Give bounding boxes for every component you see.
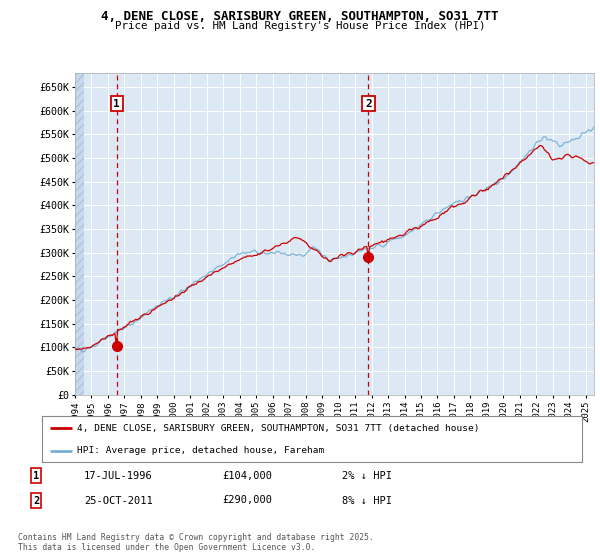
Text: Price paid vs. HM Land Registry's House Price Index (HPI): Price paid vs. HM Land Registry's House … <box>115 21 485 31</box>
Text: 4, DENE CLOSE, SARISBURY GREEN, SOUTHAMPTON, SO31 7TT: 4, DENE CLOSE, SARISBURY GREEN, SOUTHAMP… <box>101 10 499 23</box>
Text: Contains HM Land Registry data © Crown copyright and database right 2025.
This d: Contains HM Land Registry data © Crown c… <box>18 533 374 552</box>
Text: 2: 2 <box>33 496 39 506</box>
Bar <box>75 73 84 395</box>
Text: £290,000: £290,000 <box>222 496 272 506</box>
Text: 2% ↓ HPI: 2% ↓ HPI <box>342 471 392 480</box>
Text: 2: 2 <box>365 99 372 109</box>
Text: 25-OCT-2011: 25-OCT-2011 <box>84 496 153 506</box>
Text: 17-JUL-1996: 17-JUL-1996 <box>84 471 153 480</box>
Text: 1: 1 <box>113 99 120 109</box>
Text: 4, DENE CLOSE, SARISBURY GREEN, SOUTHAMPTON, SO31 7TT (detached house): 4, DENE CLOSE, SARISBURY GREEN, SOUTHAMP… <box>77 424 479 433</box>
Text: 8% ↓ HPI: 8% ↓ HPI <box>342 496 392 506</box>
Text: HPI: Average price, detached house, Fareham: HPI: Average price, detached house, Fare… <box>77 446 325 455</box>
Text: 1: 1 <box>33 471 39 480</box>
Text: £104,000: £104,000 <box>222 471 272 480</box>
